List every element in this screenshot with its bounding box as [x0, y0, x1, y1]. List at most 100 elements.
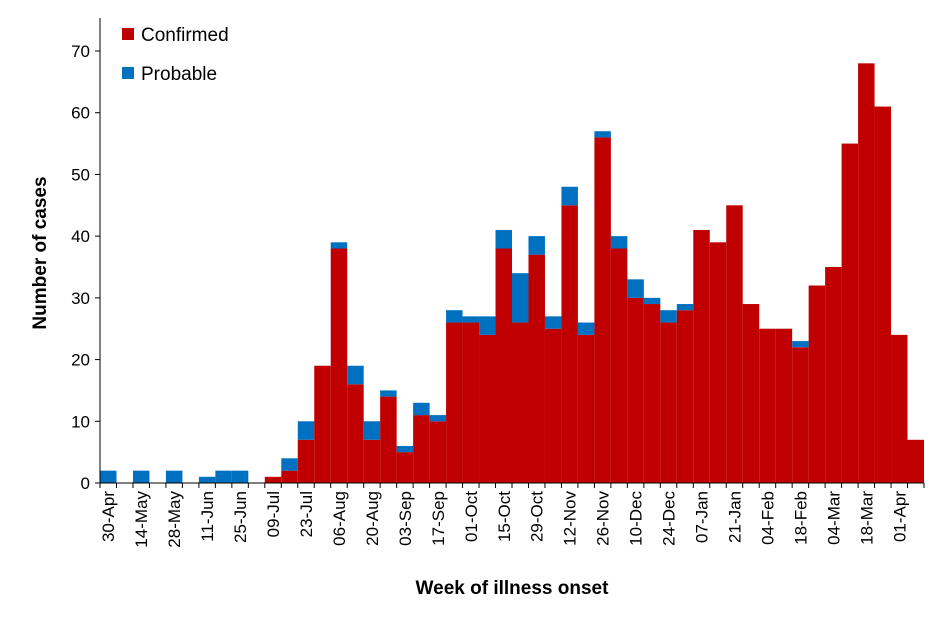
bar-confirmed-16-Jul [281, 470, 298, 483]
bar-probable-12-Nov [561, 186, 578, 206]
y-tick-label-70: 70 [71, 42, 90, 61]
bars-layer [100, 63, 924, 484]
bar-confirmed-18-Feb [792, 347, 809, 483]
bar-confirmed-21-Jan [726, 205, 743, 484]
bar-confirmed-18-Mar [858, 63, 875, 484]
x-axis-title: Week of illness onset [416, 578, 610, 599]
bar-probable-08-Oct [479, 316, 496, 335]
bar-confirmed-31-Dec [676, 310, 694, 483]
bar-probable-03-Sep [396, 445, 414, 453]
legend: Confirmed Probable [122, 25, 229, 85]
bar-probable-06-Aug [330, 242, 348, 249]
x-tick-label-01-Oct: 01-Oct [462, 491, 481, 542]
x-tick-label-23-Jul: 23-Jul [297, 491, 316, 537]
x-tick-label-26-Nov: 26-Nov [594, 491, 613, 546]
bar-confirmed-30-Jul [314, 365, 331, 483]
bar-confirmed-05-Nov [544, 328, 562, 483]
bar-probable-24-Dec [660, 310, 677, 323]
bar-probable-28-May [165, 470, 183, 483]
legend-label-probable: Probable [141, 64, 217, 85]
bar-probable-18-Jun [215, 470, 232, 483]
bar-probable-13-Aug [347, 365, 364, 385]
bar-probable-17-Sep [429, 415, 447, 422]
bar-confirmed-08-Apr [907, 439, 924, 483]
bar-confirmed-25-Mar [874, 106, 892, 483]
bar-probable-23-Jul [297, 421, 315, 440]
x-tick-label-30-Apr: 30-Apr [99, 491, 118, 542]
x-tick-label-07-Jan: 07-Jan [693, 491, 712, 543]
x-tick-label-03-Sep: 03-Sep [396, 491, 415, 546]
bar-confirmed-17-Dec [643, 304, 661, 483]
bar-confirmed-09-Jul [264, 476, 282, 483]
bar-confirmed-11-Feb [775, 328, 793, 483]
bar-confirmed-10-Sep [413, 415, 430, 483]
x-tick-label-18-Feb: 18-Feb [791, 491, 810, 545]
bar-probable-15-Oct [495, 229, 512, 249]
bar-probable-30-Apr [100, 470, 117, 483]
y-tick-label-60: 60 [71, 104, 90, 123]
x-tick-label-25-Jun: 25-Jun [231, 491, 250, 543]
bar-confirmed-23-Jul [297, 439, 315, 483]
bar-confirmed-14-Jan [709, 242, 727, 483]
bar-confirmed-24-Sep [446, 322, 463, 483]
x-tick-label-06-Aug: 06-Aug [330, 491, 349, 546]
bar-confirmed-15-Oct [495, 248, 512, 483]
bar-confirmed-03-Dec [610, 248, 628, 483]
bar-confirmed-03-Sep [396, 452, 414, 483]
x-tick-label-29-Oct: 29-Oct [528, 491, 547, 542]
bar-confirmed-27-Aug [380, 396, 397, 483]
x-tick-label-04-Feb: 04-Feb [758, 491, 777, 545]
x-tick-label-20-Aug: 20-Aug [363, 491, 382, 546]
x-tick-label-04-Mar: 04-Mar [824, 491, 843, 545]
bar-probable-22-Oct [512, 273, 529, 323]
bar-probable-27-Aug [380, 390, 397, 397]
bar-probable-03-Dec [610, 236, 628, 249]
bar-confirmed-22-Oct [512, 322, 529, 483]
x-tick-label-09-Jul: 09-Jul [264, 491, 283, 537]
x-tick-label-21-Jan: 21-Jan [726, 491, 745, 543]
bar-confirmed-07-Jan [693, 229, 710, 483]
bar-confirmed-26-Nov [594, 137, 611, 483]
legend-swatch-confirmed [122, 28, 134, 40]
bar-confirmed-20-Aug [363, 439, 381, 483]
y-axis-title: Number of cases [30, 176, 51, 329]
bar-confirmed-25-Feb [808, 285, 826, 483]
bar-confirmed-01-Oct [462, 322, 480, 483]
x-tick-label-01-Apr: 01-Apr [890, 491, 909, 542]
legend-swatch-probable [122, 67, 134, 79]
bar-probable-31-Dec [676, 304, 694, 311]
bar-confirmed-29-Oct [528, 254, 545, 483]
x-tick-label-28-May: 28-May [165, 491, 184, 548]
bar-confirmed-19-Nov [577, 334, 595, 483]
bar-confirmed-04-Feb [759, 328, 776, 483]
bar-probable-25-Jun [231, 470, 249, 483]
bar-probable-18-Feb [792, 341, 809, 348]
y-tick-label-10: 10 [71, 412, 90, 431]
bar-probable-14-May [132, 470, 150, 483]
bar-probable-16-Jul [281, 458, 298, 471]
bar-probable-10-Dec [627, 279, 644, 298]
x-tick-labels: 30-Apr 14-May 28-May 11-Jun 25-Jun 09-Jul 23-J… [99, 491, 909, 548]
x-tick-label-18-Mar: 18-Mar [857, 491, 876, 545]
y-tick-labels: 0 10 20 30 40 50 60 70 [71, 42, 90, 493]
x-tick-label-24-Dec: 24-Dec [660, 491, 679, 546]
y-tick-label-50: 50 [71, 165, 90, 184]
bar-confirmed-10-Dec [627, 297, 644, 483]
bar-probable-01-Oct [462, 316, 480, 323]
bar-probable-29-Oct [528, 236, 545, 255]
bar-probable-24-Sep [446, 310, 463, 323]
axes-layer [95, 18, 925, 488]
bar-confirmed-28-Jan [742, 304, 760, 483]
x-tick-label-15-Oct: 15-Oct [495, 491, 514, 542]
bar-confirmed-08-Oct [479, 334, 496, 483]
bar-confirmed-17-Sep [429, 421, 447, 483]
y-tick-label-40: 40 [71, 227, 90, 246]
bar-probable-10-Sep [413, 402, 430, 416]
x-tick-label-14-May: 14-May [132, 491, 151, 548]
bar-probable-17-Dec [643, 297, 661, 305]
bar-confirmed-24-Dec [660, 322, 677, 483]
y-tick-label-30: 30 [71, 289, 90, 308]
x-tick-label-11-Jun: 11-Jun [198, 491, 217, 542]
x-tick-label-10-Dec: 10-Dec [627, 491, 646, 546]
bar-confirmed-06-Aug [330, 248, 348, 483]
